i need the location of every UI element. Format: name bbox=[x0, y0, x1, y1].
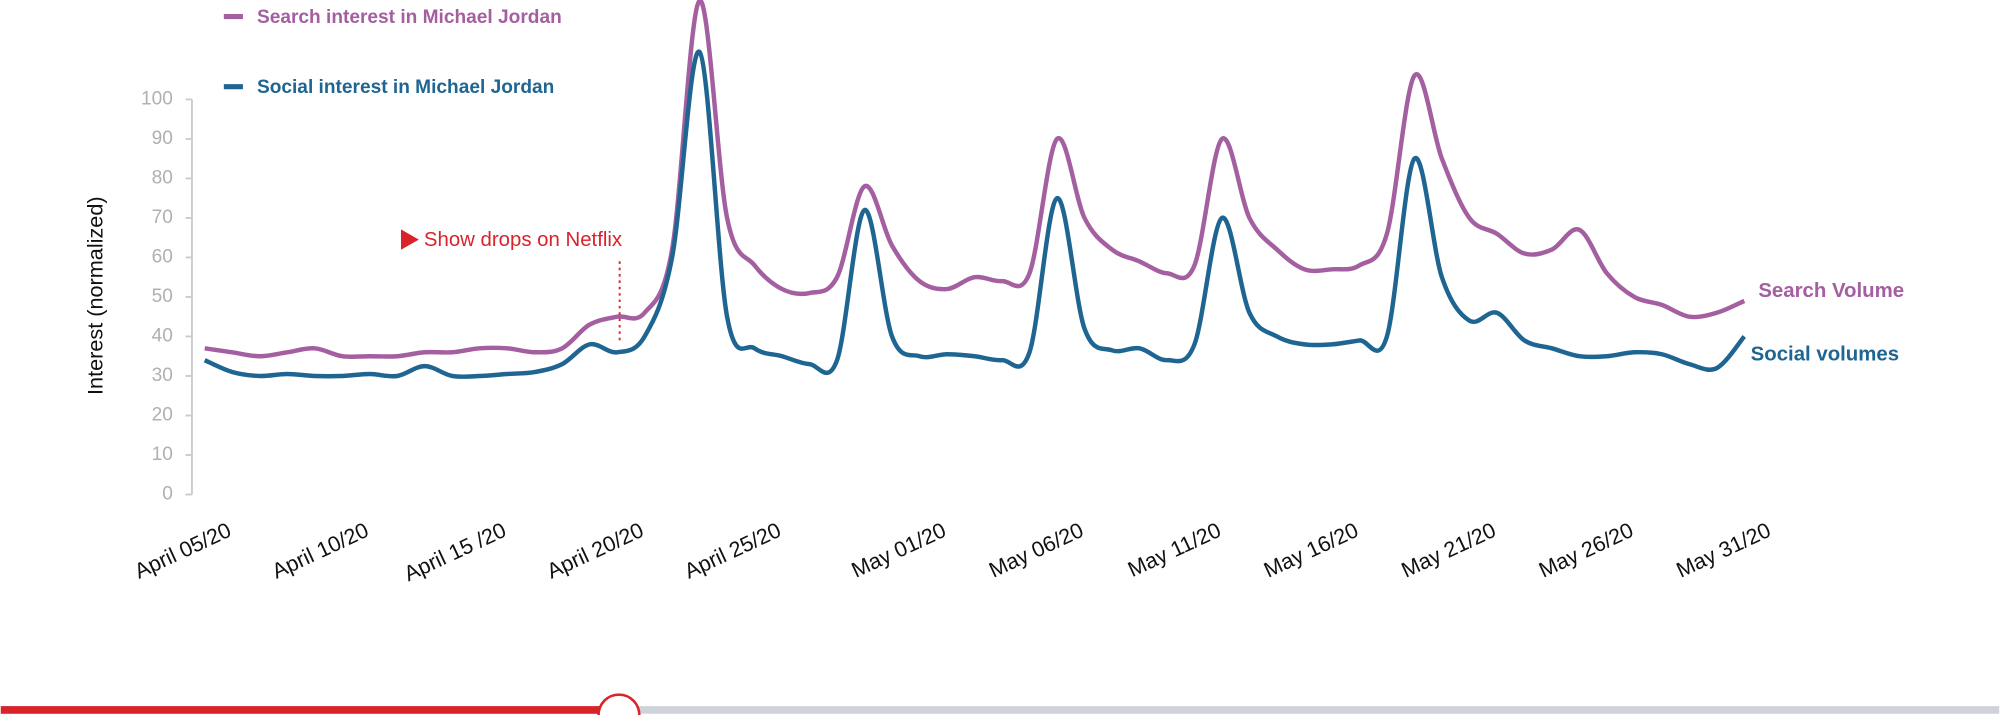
y-tick-label: 30 bbox=[152, 365, 173, 386]
x-tick-label: May 11/20 bbox=[1124, 517, 1225, 582]
x-tick-label: April 20/20 bbox=[543, 517, 647, 583]
y-tick-label: 100 bbox=[141, 88, 173, 109]
series-end-label: Social volumes bbox=[1751, 344, 1899, 366]
y-tick-label: 80 bbox=[152, 167, 173, 188]
x-tick-label: May 31/20 bbox=[1672, 517, 1774, 582]
x-tick-label: April 25/20 bbox=[680, 517, 784, 583]
y-axis-label: Interest (normalized) bbox=[83, 196, 108, 395]
annotation-marker bbox=[400, 229, 419, 250]
x-tick-label: May 16/20 bbox=[1260, 517, 1362, 582]
legend-label: Search interest in Michael Jordan bbox=[257, 7, 562, 28]
progress-handle[interactable] bbox=[597, 693, 641, 715]
x-tick-label: April 05/20 bbox=[130, 517, 234, 583]
y-tick-label: 20 bbox=[152, 405, 173, 426]
legend-label: Social interest in Michael Jordan bbox=[257, 77, 554, 98]
x-tick-label: May 06/20 bbox=[985, 517, 1087, 582]
y-tick-label: 0 bbox=[162, 484, 173, 505]
x-tick-label: May 26/20 bbox=[1535, 517, 1637, 582]
series-end-label: Search Volume bbox=[1758, 280, 1904, 302]
y-tick-label: 40 bbox=[152, 326, 173, 347]
x-tick-label: April 15 /20 bbox=[400, 517, 510, 586]
y-tick-label: 70 bbox=[152, 207, 173, 228]
y-tick-label: 90 bbox=[152, 128, 173, 149]
x-tick-label: May 01/20 bbox=[847, 517, 949, 582]
y-tick-label: 10 bbox=[152, 444, 173, 465]
series-line bbox=[203, 49, 1747, 380]
x-tick-label: April 10/20 bbox=[268, 517, 372, 583]
y-tick-label: 60 bbox=[152, 246, 173, 267]
annotation: Show drops on Netflix bbox=[424, 229, 622, 251]
x-tick-label: May 21/20 bbox=[1397, 517, 1499, 582]
series-line bbox=[204, 0, 1746, 360]
y-tick-label: 50 bbox=[152, 286, 173, 307]
